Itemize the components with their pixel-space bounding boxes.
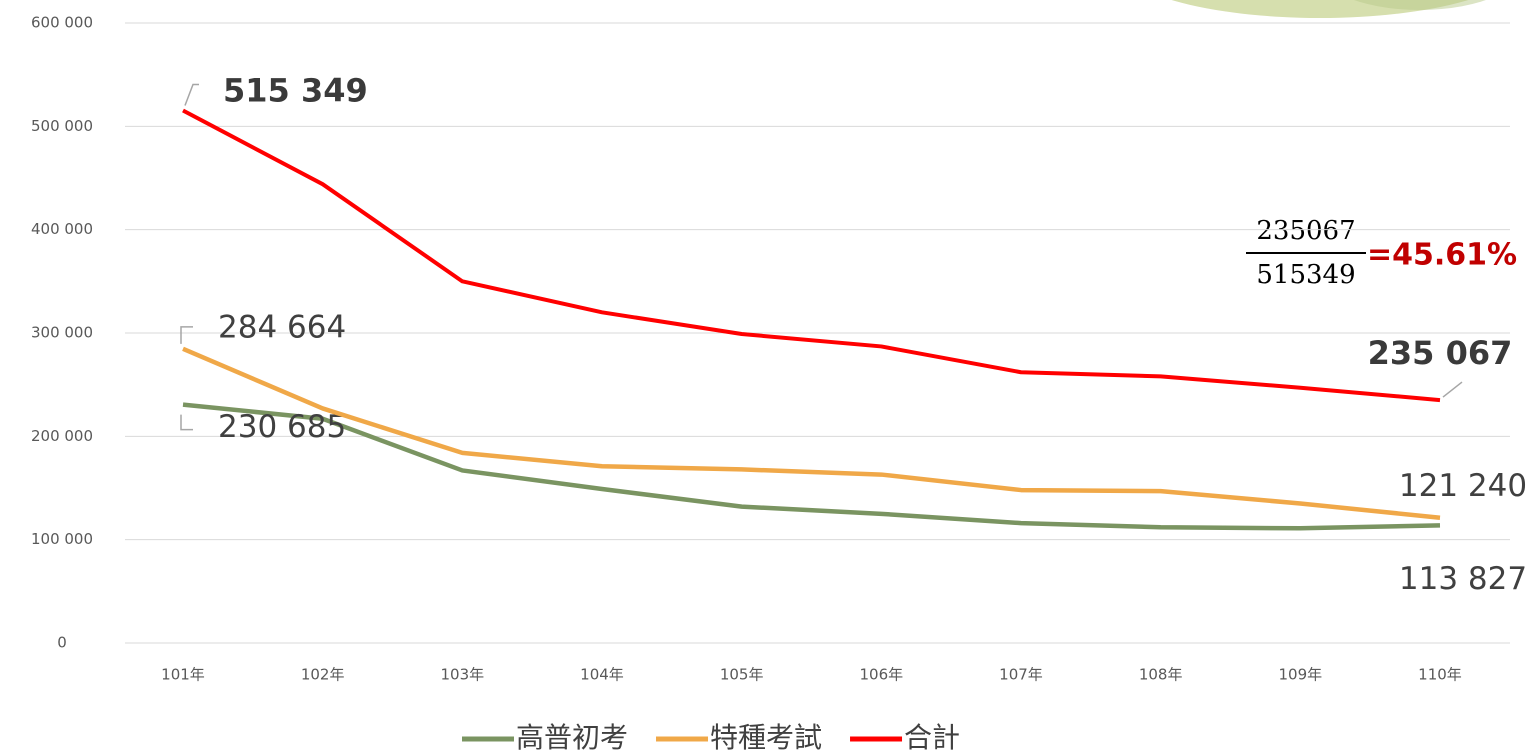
data-label: 230 685 [218,409,346,445]
chart: 235067 515349 =45.61% 0 100 000 200 000 300… [0,0,1532,754]
x-tick-label: 103年 [441,666,485,684]
legend-label: 特種考試 [710,721,822,754]
leader-line [181,415,193,430]
data-label: 235 067 [1368,334,1513,372]
legend-label: 高普初考 [516,721,628,754]
y-tick-label: 600 000 [31,14,93,32]
x-tick-label: 105年 [720,666,764,684]
y-tick-label: 500 000 [31,117,93,135]
y-tick-label: 0 [57,634,67,652]
x-tick-label: 109年 [1279,666,1323,684]
x-tick-label: 107年 [999,666,1043,684]
formula-annotation: 235067 515349 =45.61% [1246,216,1517,290]
leader-line [1443,382,1462,397]
data-label: 113 827 [1399,561,1527,597]
x-tick-label: 108年 [1139,666,1183,684]
x-tick-label: 110年 [1418,666,1462,684]
y-tick-label: 300 000 [31,324,93,342]
numerator: 235067 [1256,216,1355,246]
x-tick-label: 104年 [580,666,624,684]
data-label: 515 349 [223,71,368,109]
x-tick-label: 106年 [860,666,904,684]
denominator: 515349 [1256,260,1355,290]
legend-label: 合計 [904,721,960,754]
y-tick-label: 200 000 [31,427,93,445]
leader-line [181,327,193,344]
x-tick-label: 101年 [161,666,205,684]
y-tick-label: 100 000 [31,530,93,548]
series-line [183,349,1440,518]
x-tick-label: 102年 [301,666,345,684]
result: =45.61% [1367,238,1517,273]
series-line [183,110,1440,400]
y-tick-label: 400 000 [31,220,93,238]
data-label: 121 240 [1399,468,1527,504]
data-label: 284 664 [218,309,346,345]
leader-line [185,84,199,105]
